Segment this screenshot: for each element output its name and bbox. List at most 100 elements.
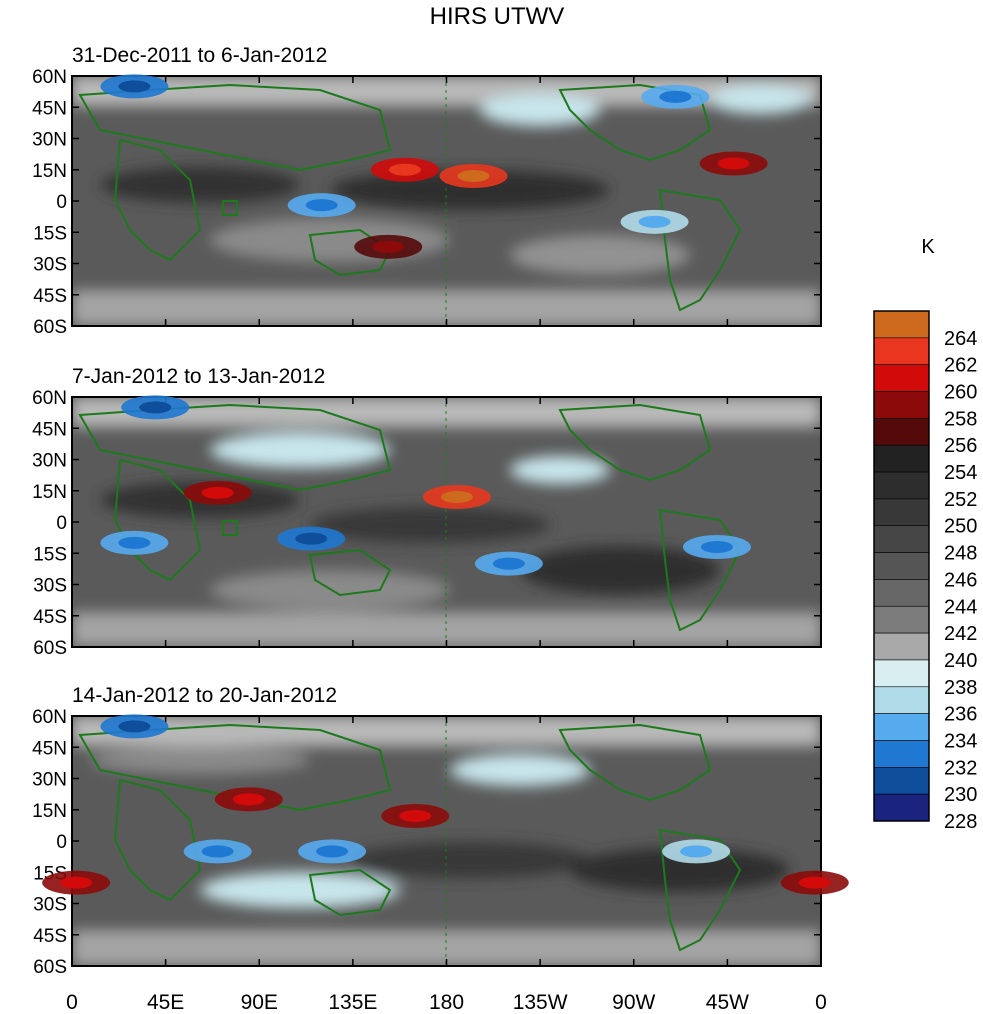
colorbar-label: 230 bbox=[944, 784, 977, 806]
field-extremum-core bbox=[700, 541, 733, 553]
y-tick-label: 45N bbox=[32, 738, 67, 759]
map-outlines bbox=[78, 397, 742, 647]
colorbar-label: 256 bbox=[944, 435, 977, 457]
colorbar-swatch bbox=[873, 659, 930, 688]
x-tick-labels: 0 45E 90E 135E 180 135W 90W 45W 0 bbox=[66, 991, 827, 1014]
map-panel-2: 7-Jan-2012 to 13-Jan-2012 bbox=[32, 365, 822, 659]
colorbar-swatch bbox=[873, 471, 930, 500]
axis-ticks bbox=[71, 75, 822, 327]
field-extremum-core bbox=[60, 876, 93, 889]
field-features bbox=[100, 395, 751, 576]
field-extremum-core bbox=[457, 170, 490, 182]
x-tick-label: 135E bbox=[328, 991, 377, 1014]
colorbar-label: 246 bbox=[944, 569, 977, 591]
y-tick-label: 0 bbox=[56, 832, 67, 853]
colorbar-swatch bbox=[873, 686, 930, 714]
y-tick-label: 60N bbox=[32, 67, 67, 88]
panel-title: 14-Jan-2012 to 20-Jan-2012 bbox=[72, 684, 337, 707]
field-extremum-core bbox=[118, 536, 151, 549]
colorbar-units: K bbox=[921, 236, 935, 258]
field-extremum-core bbox=[638, 215, 671, 228]
colorbar-label: 240 bbox=[944, 650, 977, 672]
colorbar-label: 228 bbox=[944, 811, 977, 833]
y-tick-label: 45S bbox=[33, 926, 67, 947]
field-extremum-core bbox=[492, 557, 525, 570]
panel-title: 31-Dec-2011 to 6-Jan-2012 bbox=[72, 44, 327, 67]
axis-ticks bbox=[71, 396, 822, 648]
y-tick-label: 0 bbox=[56, 192, 67, 213]
map-panel-1: 31-Dec-2011 to 6-Jan-2012 bbox=[32, 44, 822, 338]
y-tick-label: 0 bbox=[56, 513, 67, 534]
x-tick-label: 45W bbox=[706, 991, 749, 1014]
colorbar-label: 238 bbox=[944, 677, 977, 699]
colorbar-label: 242 bbox=[944, 623, 977, 645]
y-tick-label: 45S bbox=[33, 607, 67, 628]
y-tick-label: 15S bbox=[33, 223, 67, 244]
colorbar-label: 264 bbox=[944, 328, 977, 350]
y-tick-label: 30S bbox=[33, 895, 67, 916]
y-tick-label: 15N bbox=[32, 801, 67, 822]
map-outlines bbox=[78, 76, 742, 326]
y-tick-label: 60S bbox=[33, 957, 67, 978]
field-extremum-core bbox=[118, 720, 151, 733]
colorbar-swatch bbox=[873, 579, 930, 607]
colorbar-swatch bbox=[873, 552, 930, 580]
colorbar-swatch bbox=[873, 632, 930, 661]
y-tick-labels: 60N 45N 30N 15N 0 15S 30S 45S 60S bbox=[32, 388, 67, 659]
colorbar-swatch bbox=[873, 337, 930, 365]
colorbar-label: 236 bbox=[944, 704, 977, 726]
colorbar-label: 250 bbox=[944, 516, 977, 538]
y-tick-label: 45S bbox=[33, 286, 67, 307]
y-tick-label: 30S bbox=[33, 255, 67, 276]
colorbar-label: 262 bbox=[944, 355, 977, 377]
x-tick-label: 135W bbox=[513, 991, 568, 1014]
colorbar-swatch bbox=[873, 525, 930, 553]
field-extremum-core bbox=[295, 532, 328, 545]
y-tick-label: 30S bbox=[33, 576, 67, 597]
y-tick-label: 15S bbox=[33, 544, 67, 565]
colorbar-swatch bbox=[873, 767, 930, 795]
field-features bbox=[100, 74, 768, 259]
field-extremum-core bbox=[201, 486, 234, 499]
colorbar-swatch bbox=[873, 364, 930, 392]
y-tick-label: 15N bbox=[32, 482, 67, 503]
colorbar-swatch bbox=[873, 444, 930, 473]
y-tick-label: 60S bbox=[33, 638, 67, 659]
y-tick-label: 60S bbox=[33, 317, 67, 338]
y-tick-label: 60N bbox=[32, 707, 67, 728]
colorbar-label: 260 bbox=[944, 382, 977, 404]
panel-title: 7-Jan-2012 to 13-Jan-2012 bbox=[72, 365, 325, 388]
colorbar-swatch bbox=[873, 391, 930, 419]
field-extremum-core bbox=[139, 401, 172, 414]
colorbar-label: 252 bbox=[944, 489, 977, 511]
field-extremum-core bbox=[399, 810, 432, 822]
chart-title: HIRS UTWV bbox=[430, 3, 565, 30]
y-tick-label: 30N bbox=[32, 451, 67, 472]
colorbar-swatch bbox=[873, 740, 930, 768]
colorbar-label: 254 bbox=[944, 462, 977, 484]
y-tick-label: 60N bbox=[32, 388, 67, 409]
colorbar-swatch bbox=[873, 605, 930, 634]
field-extremum-core bbox=[717, 157, 750, 170]
y-tick-label: 45N bbox=[32, 419, 67, 440]
colorbar-swatch bbox=[873, 310, 930, 339]
field-extremum-core bbox=[372, 240, 405, 253]
x-tick-label: 0 bbox=[815, 991, 827, 1014]
colorbar-swatch bbox=[873, 418, 930, 446]
field-extremum-core bbox=[316, 845, 349, 858]
field-extremum-core bbox=[798, 876, 831, 889]
y-tick-label: 30N bbox=[32, 130, 67, 151]
colorbar-swatch bbox=[873, 713, 930, 741]
colorbar-label: 248 bbox=[944, 543, 977, 565]
x-tick-label: 90W bbox=[612, 991, 655, 1014]
colorbar-swatch bbox=[873, 498, 930, 527]
field-extremum-core bbox=[388, 163, 421, 176]
map-panel-3: 14-Jan-2012 to 20-Jan-2012 bbox=[32, 684, 849, 978]
colorbar-label: 258 bbox=[944, 408, 977, 430]
colorbar-label: 244 bbox=[944, 596, 977, 618]
x-tick-label: 90E bbox=[241, 991, 278, 1014]
field-extremum-core bbox=[680, 845, 713, 858]
